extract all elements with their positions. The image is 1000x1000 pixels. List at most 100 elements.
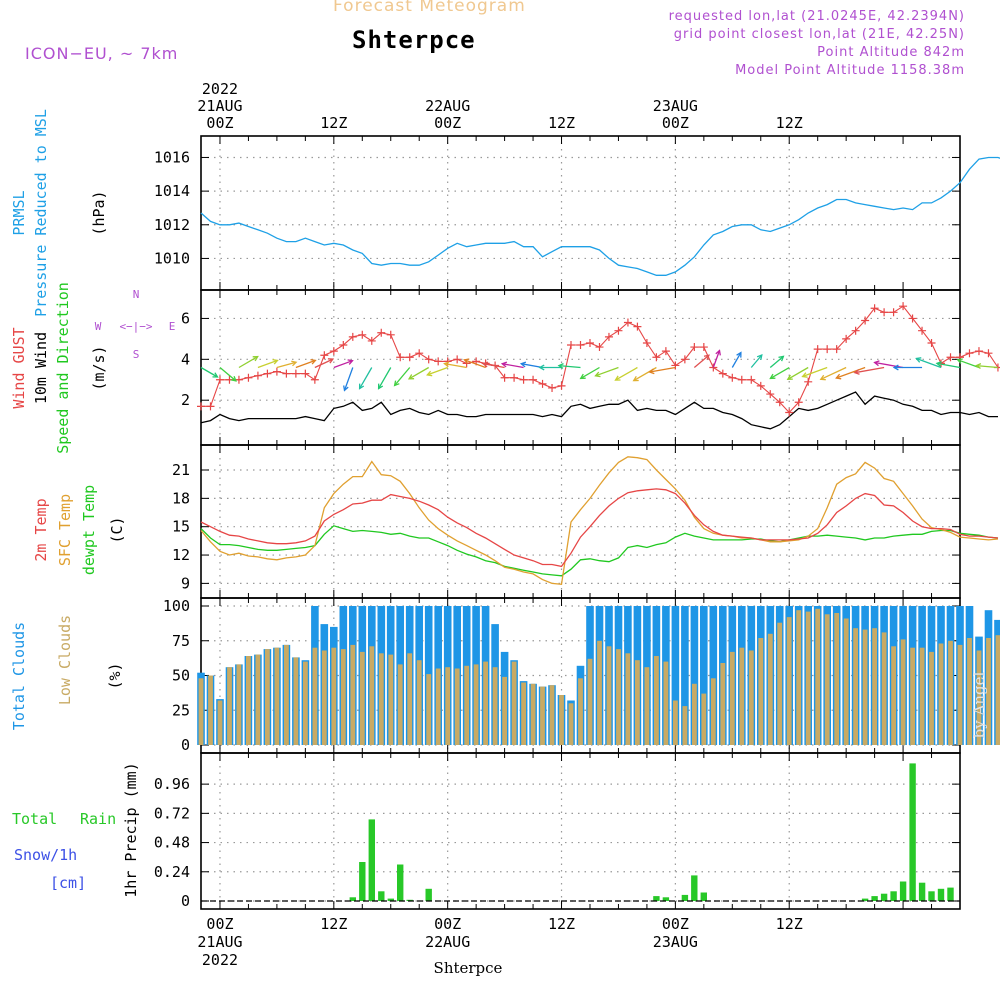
bottom-time-label: 00Z	[434, 915, 461, 933]
low-cloud-bar	[739, 647, 745, 745]
precip-bar	[349, 897, 356, 901]
bottom-time-label: 12Z	[548, 915, 575, 933]
low-cloud-bar	[616, 649, 621, 745]
snow-unit-label: [cm]	[50, 874, 86, 892]
wind-arrow-head	[230, 375, 237, 382]
y-tick-label: 75	[172, 632, 190, 650]
wind-direction-arrow	[314, 358, 334, 369]
gust-marker	[282, 369, 291, 378]
low-cloud-bar	[483, 661, 488, 745]
wind-arrow-head	[873, 360, 880, 367]
bottom-time-label: 2022	[202, 951, 238, 969]
low-cloud-bar	[701, 693, 707, 745]
gust-marker	[813, 345, 822, 354]
low-cloud-bar	[303, 661, 308, 745]
low-cloud-bar	[758, 638, 764, 745]
gust-marker	[405, 353, 414, 362]
top-time-label: 2022	[202, 80, 238, 98]
precip-bar	[378, 891, 385, 901]
gust-marker	[794, 398, 803, 407]
y-tick-label: 2	[181, 391, 190, 409]
dewpoint-line	[200, 525, 999, 577]
panel-frame-temp	[200, 444, 961, 599]
panel-frame-precip	[200, 752, 961, 910]
low-cloud-bar	[454, 668, 460, 745]
low-cloud-bar	[843, 618, 849, 745]
y-tick-label: 0.48	[154, 834, 190, 852]
t2m-line	[200, 488, 999, 568]
gust-marker	[538, 379, 547, 388]
point-altitude: Point Altitude 842m	[817, 45, 965, 60]
low-cloud-bar	[891, 646, 896, 745]
gust-marker	[348, 332, 357, 341]
low-cloud-bar	[236, 664, 242, 745]
wind-arrow-head	[426, 370, 433, 377]
gust-marker	[623, 318, 632, 327]
wind-arrow-head	[614, 375, 621, 381]
low-cloud-bar	[198, 678, 204, 745]
top-time-label: 22AUG	[425, 97, 470, 115]
wind-arrow-head	[327, 358, 335, 364]
wind-arrow-head	[252, 355, 259, 362]
requested-coords: requested lon,lat (21.0245E, 42.2394N)	[668, 9, 965, 24]
y-tick-label: 0.96	[154, 775, 190, 793]
wind-arrow-head	[736, 351, 742, 358]
y-tick-label: 50	[172, 667, 190, 685]
low-cloud-bar	[796, 610, 802, 745]
wind-direction-arrow	[276, 361, 297, 369]
precip-bar	[681, 894, 689, 901]
gust-marker	[585, 338, 594, 347]
wind-arrow-head	[407, 374, 415, 380]
gust-marker	[851, 326, 860, 335]
low-cloud-bar	[378, 653, 384, 745]
wind-arrow-head	[756, 353, 763, 361]
wind-speed-line	[200, 391, 998, 430]
low-cloud-bar	[284, 644, 289, 745]
low-cloud-bar	[948, 640, 953, 746]
gust-marker	[595, 343, 604, 352]
gust-marker	[984, 349, 993, 358]
wind-arrow-head	[703, 354, 710, 361]
precip-bar	[662, 897, 670, 901]
wind-direction-arrow	[394, 367, 411, 386]
gust-marker	[747, 375, 756, 384]
precip-bar	[368, 819, 375, 901]
wind-arrow-head	[481, 361, 489, 368]
low-cloud-bar	[578, 678, 583, 745]
wind-arrow-head	[853, 369, 860, 375]
compass-east: E	[169, 320, 176, 333]
total-cloud-bar	[681, 606, 689, 745]
low-cloud-bar	[492, 667, 498, 745]
y-tick-label: 0	[181, 892, 190, 910]
gust-marker	[946, 353, 955, 362]
low-cloud-bar	[549, 685, 555, 745]
gust-marker	[965, 349, 974, 358]
gust-marker	[690, 343, 699, 352]
wind-arrow-head	[778, 355, 785, 362]
gust-marker	[661, 347, 670, 356]
gust-marker	[737, 375, 746, 384]
wind-arrow-head	[835, 373, 842, 380]
low-cloud-bar	[682, 706, 688, 745]
gust-marker	[899, 302, 908, 311]
y-tick-label: 1016	[154, 148, 190, 166]
low-cloud-bar	[340, 649, 346, 745]
low-cloud-bar	[881, 632, 887, 745]
wind-arrow-head	[291, 360, 298, 367]
y-tick-label: 15	[172, 518, 190, 536]
gust-marker	[567, 341, 576, 350]
low-cloud-bar	[872, 628, 877, 745]
low-cloud-bar	[359, 651, 365, 745]
bottom-time-label: 23AUG	[653, 933, 698, 951]
gust-marker	[263, 369, 272, 378]
gust-marker	[291, 369, 300, 378]
bottom-time-label: 00Z	[662, 915, 689, 933]
low-cloud-bar	[521, 682, 526, 745]
wind-direction-arrow	[444, 362, 467, 369]
wind-direction-arrow	[649, 366, 676, 373]
top-time-label: 12Z	[776, 114, 803, 132]
low-cloud-bar	[274, 647, 280, 745]
low-cloud-bar	[511, 661, 517, 745]
precip-bar	[909, 763, 916, 901]
